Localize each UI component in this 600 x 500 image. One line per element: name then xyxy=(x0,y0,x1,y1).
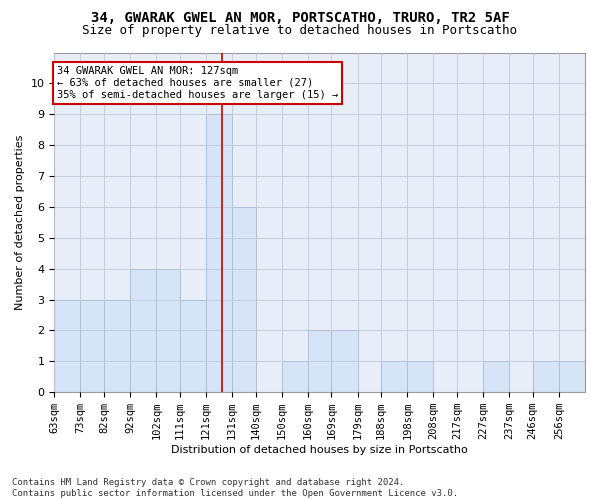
Bar xyxy=(282,362,308,392)
Bar xyxy=(130,268,156,392)
Bar xyxy=(533,362,559,392)
Bar xyxy=(407,362,433,392)
Bar xyxy=(331,330,358,392)
Bar xyxy=(104,300,130,392)
Text: Size of property relative to detached houses in Portscatho: Size of property relative to detached ho… xyxy=(83,24,517,37)
Bar xyxy=(80,300,104,392)
Bar xyxy=(232,207,256,392)
Bar xyxy=(206,114,232,392)
Text: 34 GWARAK GWEL AN MOR: 127sqm
← 63% of detached houses are smaller (27)
35% of s: 34 GWARAK GWEL AN MOR: 127sqm ← 63% of d… xyxy=(57,66,338,100)
Bar xyxy=(381,362,407,392)
Bar xyxy=(54,300,80,392)
Bar xyxy=(308,330,331,392)
Bar xyxy=(559,362,585,392)
X-axis label: Distribution of detached houses by size in Portscatho: Distribution of detached houses by size … xyxy=(171,445,468,455)
Text: 34, GWARAK GWEL AN MOR, PORTSCATHO, TRURO, TR2 5AF: 34, GWARAK GWEL AN MOR, PORTSCATHO, TRUR… xyxy=(91,11,509,25)
Bar xyxy=(156,268,180,392)
Text: Contains HM Land Registry data © Crown copyright and database right 2024.
Contai: Contains HM Land Registry data © Crown c… xyxy=(12,478,458,498)
Y-axis label: Number of detached properties: Number of detached properties xyxy=(15,134,25,310)
Bar xyxy=(180,300,206,392)
Bar xyxy=(483,362,509,392)
